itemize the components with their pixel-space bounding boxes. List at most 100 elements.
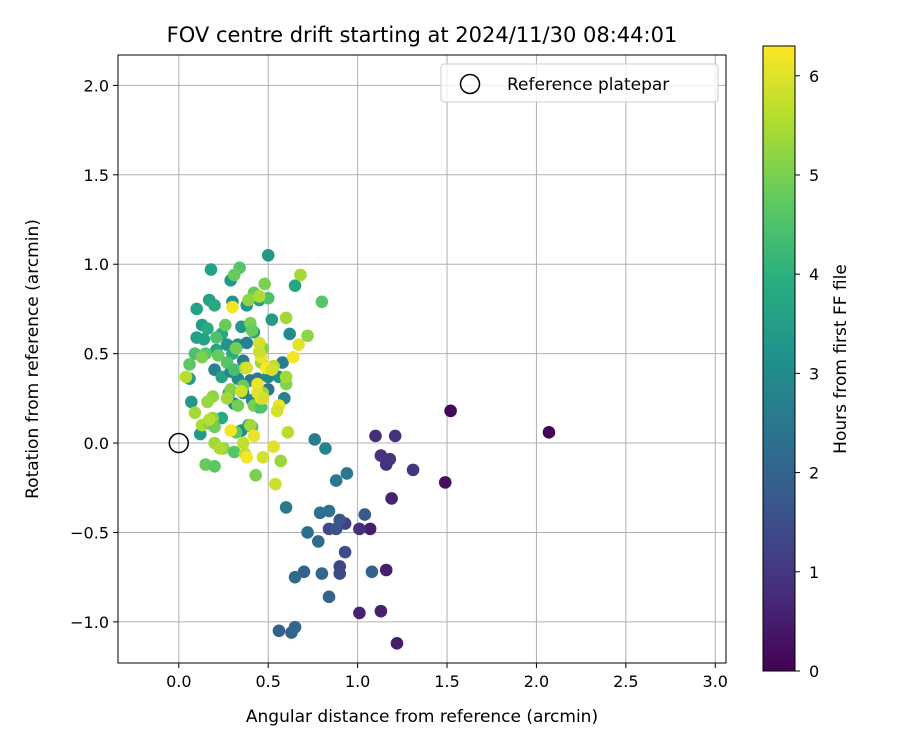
data-point [283, 327, 296, 341]
data-point [292, 338, 305, 351]
data-point [301, 329, 314, 343]
x-axis-label: Angular distance from reference (arcmin) [246, 707, 598, 727]
data-point [235, 384, 248, 398]
data-point [244, 418, 257, 432]
data-point [195, 350, 209, 364]
reference-marker-layer [168, 432, 190, 454]
data-point [390, 637, 404, 650]
data-point [329, 474, 343, 487]
data-point [190, 302, 203, 316]
colorbar-ticks: 0 1 2 3 4 5 6 [795, 67, 819, 681]
data-point [210, 331, 223, 344]
data-point [322, 504, 336, 518]
colorbar-tick-label: 4 [809, 265, 819, 284]
data-point [288, 620, 302, 634]
data-point [215, 411, 229, 425]
data-point [274, 454, 288, 468]
x-axis-ticks: 0.0 0.5 1.0 1.5 2.0 2.5 3.0 [166, 663, 728, 691]
y-axis-label: Rotation from reference (arcmin) [23, 219, 43, 499]
data-point [267, 440, 280, 453]
data-point [197, 333, 211, 346]
data-point [252, 336, 266, 350]
data-point [438, 476, 452, 489]
data-point [333, 513, 347, 527]
data-point [208, 299, 221, 312]
data-point [240, 451, 254, 464]
x-tick-label: 3.0 [703, 672, 728, 691]
data-point [315, 567, 329, 580]
data-point [379, 563, 393, 577]
data-point [315, 295, 329, 309]
data-point [208, 459, 221, 473]
data-point [251, 377, 264, 391]
data-point [247, 429, 261, 443]
data-point [183, 358, 196, 371]
data-point [385, 492, 398, 505]
data-point [202, 413, 216, 427]
reference-platepar-marker [168, 432, 190, 454]
x-tick-label: 1.5 [434, 672, 459, 691]
data-point [365, 565, 379, 579]
data-point [256, 451, 270, 464]
data-point [211, 349, 225, 362]
data-point [229, 341, 243, 355]
data-point [185, 395, 198, 409]
data-points [179, 248, 556, 650]
data-point [269, 477, 282, 491]
y-tick-label: −0.5 [70, 523, 109, 542]
x-tick-label: 2.0 [524, 672, 549, 691]
data-point [227, 268, 241, 282]
colorbar-tick-label: 1 [809, 563, 819, 582]
data-point [226, 300, 239, 314]
data-point [406, 463, 420, 477]
data-point [252, 345, 266, 359]
y-tick-label: 1.0 [84, 255, 109, 274]
colorbar: 0 1 2 3 4 5 6 Hours from first FF file [762, 45, 851, 681]
y-tick-label: 1.5 [84, 166, 109, 185]
legend-box [440, 63, 719, 103]
data-point [179, 370, 193, 384]
data-point [258, 277, 271, 291]
data-point [353, 522, 366, 536]
x-tick-label: 0.0 [166, 672, 191, 691]
data-point [301, 526, 314, 539]
data-point [236, 436, 250, 450]
data-point [333, 567, 347, 580]
data-point [340, 467, 354, 480]
colorbar-tick-label: 2 [809, 464, 819, 483]
legend-reference-marker [459, 73, 481, 95]
data-point [319, 442, 332, 455]
data-point [224, 424, 237, 437]
colorbar-gradient [762, 45, 796, 672]
data-point [265, 313, 279, 326]
y-tick-label: 0.0 [84, 434, 109, 453]
data-point [369, 429, 382, 443]
data-point [242, 293, 255, 307]
y-tick-label: −1.0 [70, 613, 109, 632]
data-point [288, 279, 302, 292]
data-point [249, 468, 262, 482]
data-point [288, 570, 302, 584]
colorbar-tick-label: 0 [809, 662, 819, 681]
y-tick-label: 0.5 [84, 345, 109, 364]
legend: Reference platepar [440, 63, 719, 103]
data-point [220, 392, 234, 405]
data-point [374, 604, 388, 618]
data-point [261, 248, 275, 262]
data-point [252, 290, 266, 303]
data-point [227, 363, 241, 377]
data-point [201, 322, 214, 335]
y-axis-ticks: −1.0 −0.5 0.0 0.5 1.0 1.5 2.0 [70, 76, 118, 632]
plot-frame [117, 54, 727, 664]
data-point [322, 590, 336, 604]
data-point [265, 363, 279, 377]
x-tick-label: 1.0 [345, 672, 370, 691]
data-point [363, 522, 377, 536]
data-point [213, 442, 227, 455]
colorbar-tick-label: 6 [809, 67, 819, 86]
data-point [188, 406, 202, 419]
data-point [279, 501, 293, 514]
data-point [383, 452, 397, 466]
data-point [281, 426, 295, 439]
